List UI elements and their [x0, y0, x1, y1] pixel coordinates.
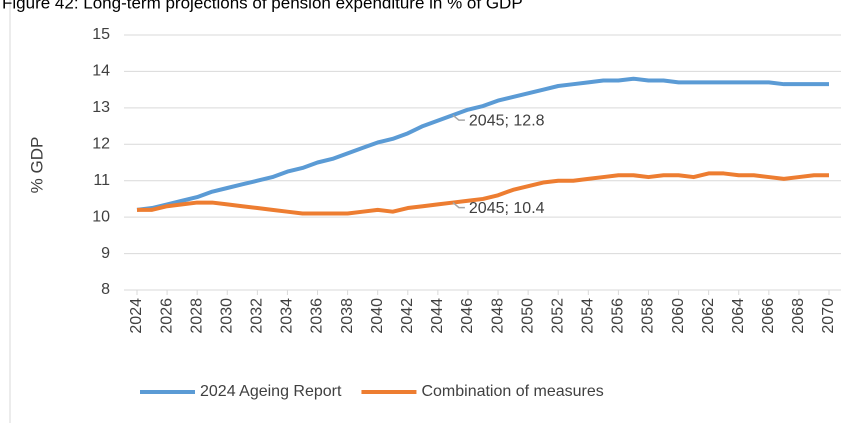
y-tick-label: 11: [93, 172, 110, 189]
y-axis-label: % GDP: [27, 137, 46, 194]
series-line: [137, 171, 829, 216]
x-tick-label: 2030: [218, 298, 235, 334]
y-tick-label: 9: [101, 245, 110, 262]
legend-label: 2024 Ageing Report: [200, 383, 342, 400]
x-tick-label: 2036: [309, 298, 326, 334]
legend-label: Combination of measures: [421, 383, 603, 400]
y-tick-label: 10: [92, 208, 110, 225]
x-tick-label: 2046: [459, 298, 476, 334]
annotation: 2045; 12.8: [469, 112, 545, 129]
x-tick-label: 2042: [399, 298, 416, 334]
chart-border: [9, 0, 11, 423]
y-tick-label: 15: [92, 26, 110, 43]
x-tick-label: 2052: [549, 298, 566, 334]
x-tick-label: 2058: [640, 298, 657, 334]
x-tick-label: 2070: [820, 298, 837, 334]
x-tick-label: 2024: [128, 298, 145, 334]
x-tick-label: 2034: [279, 298, 296, 334]
y-tick-label: 12: [92, 136, 110, 153]
x-tick-label: 2060: [670, 298, 687, 334]
annotation-leader: [452, 114, 465, 121]
x-tick-label: 2048: [489, 298, 506, 334]
x-tick-label: 2068: [790, 298, 807, 334]
x-tick-label: 2026: [158, 298, 175, 334]
y-tick-label: 13: [92, 99, 110, 116]
annotation-leader: [452, 201, 465, 209]
series-line: [136, 76, 829, 212]
x-tick-label: 2064: [730, 298, 747, 334]
chart-title: Figure 42: Long-term projections of pens…: [2, 0, 523, 12]
annotation: 2045; 10.4: [469, 200, 545, 217]
x-tick-label: 2066: [760, 298, 777, 334]
x-tick-label: 2040: [369, 298, 386, 334]
x-tick-label: 2062: [700, 298, 717, 334]
y-tick-label: 8: [101, 281, 110, 298]
x-tick-label: 2054: [580, 298, 597, 334]
x-tick-label: 2038: [339, 298, 356, 334]
x-tick-label: 2028: [188, 298, 205, 334]
x-tick-label: 2050: [519, 298, 536, 334]
x-tick-label: 2056: [610, 298, 627, 334]
x-tick-label: 2044: [429, 298, 446, 334]
y-tick-label: 14: [92, 63, 110, 80]
x-tick-label: 2032: [249, 298, 266, 334]
